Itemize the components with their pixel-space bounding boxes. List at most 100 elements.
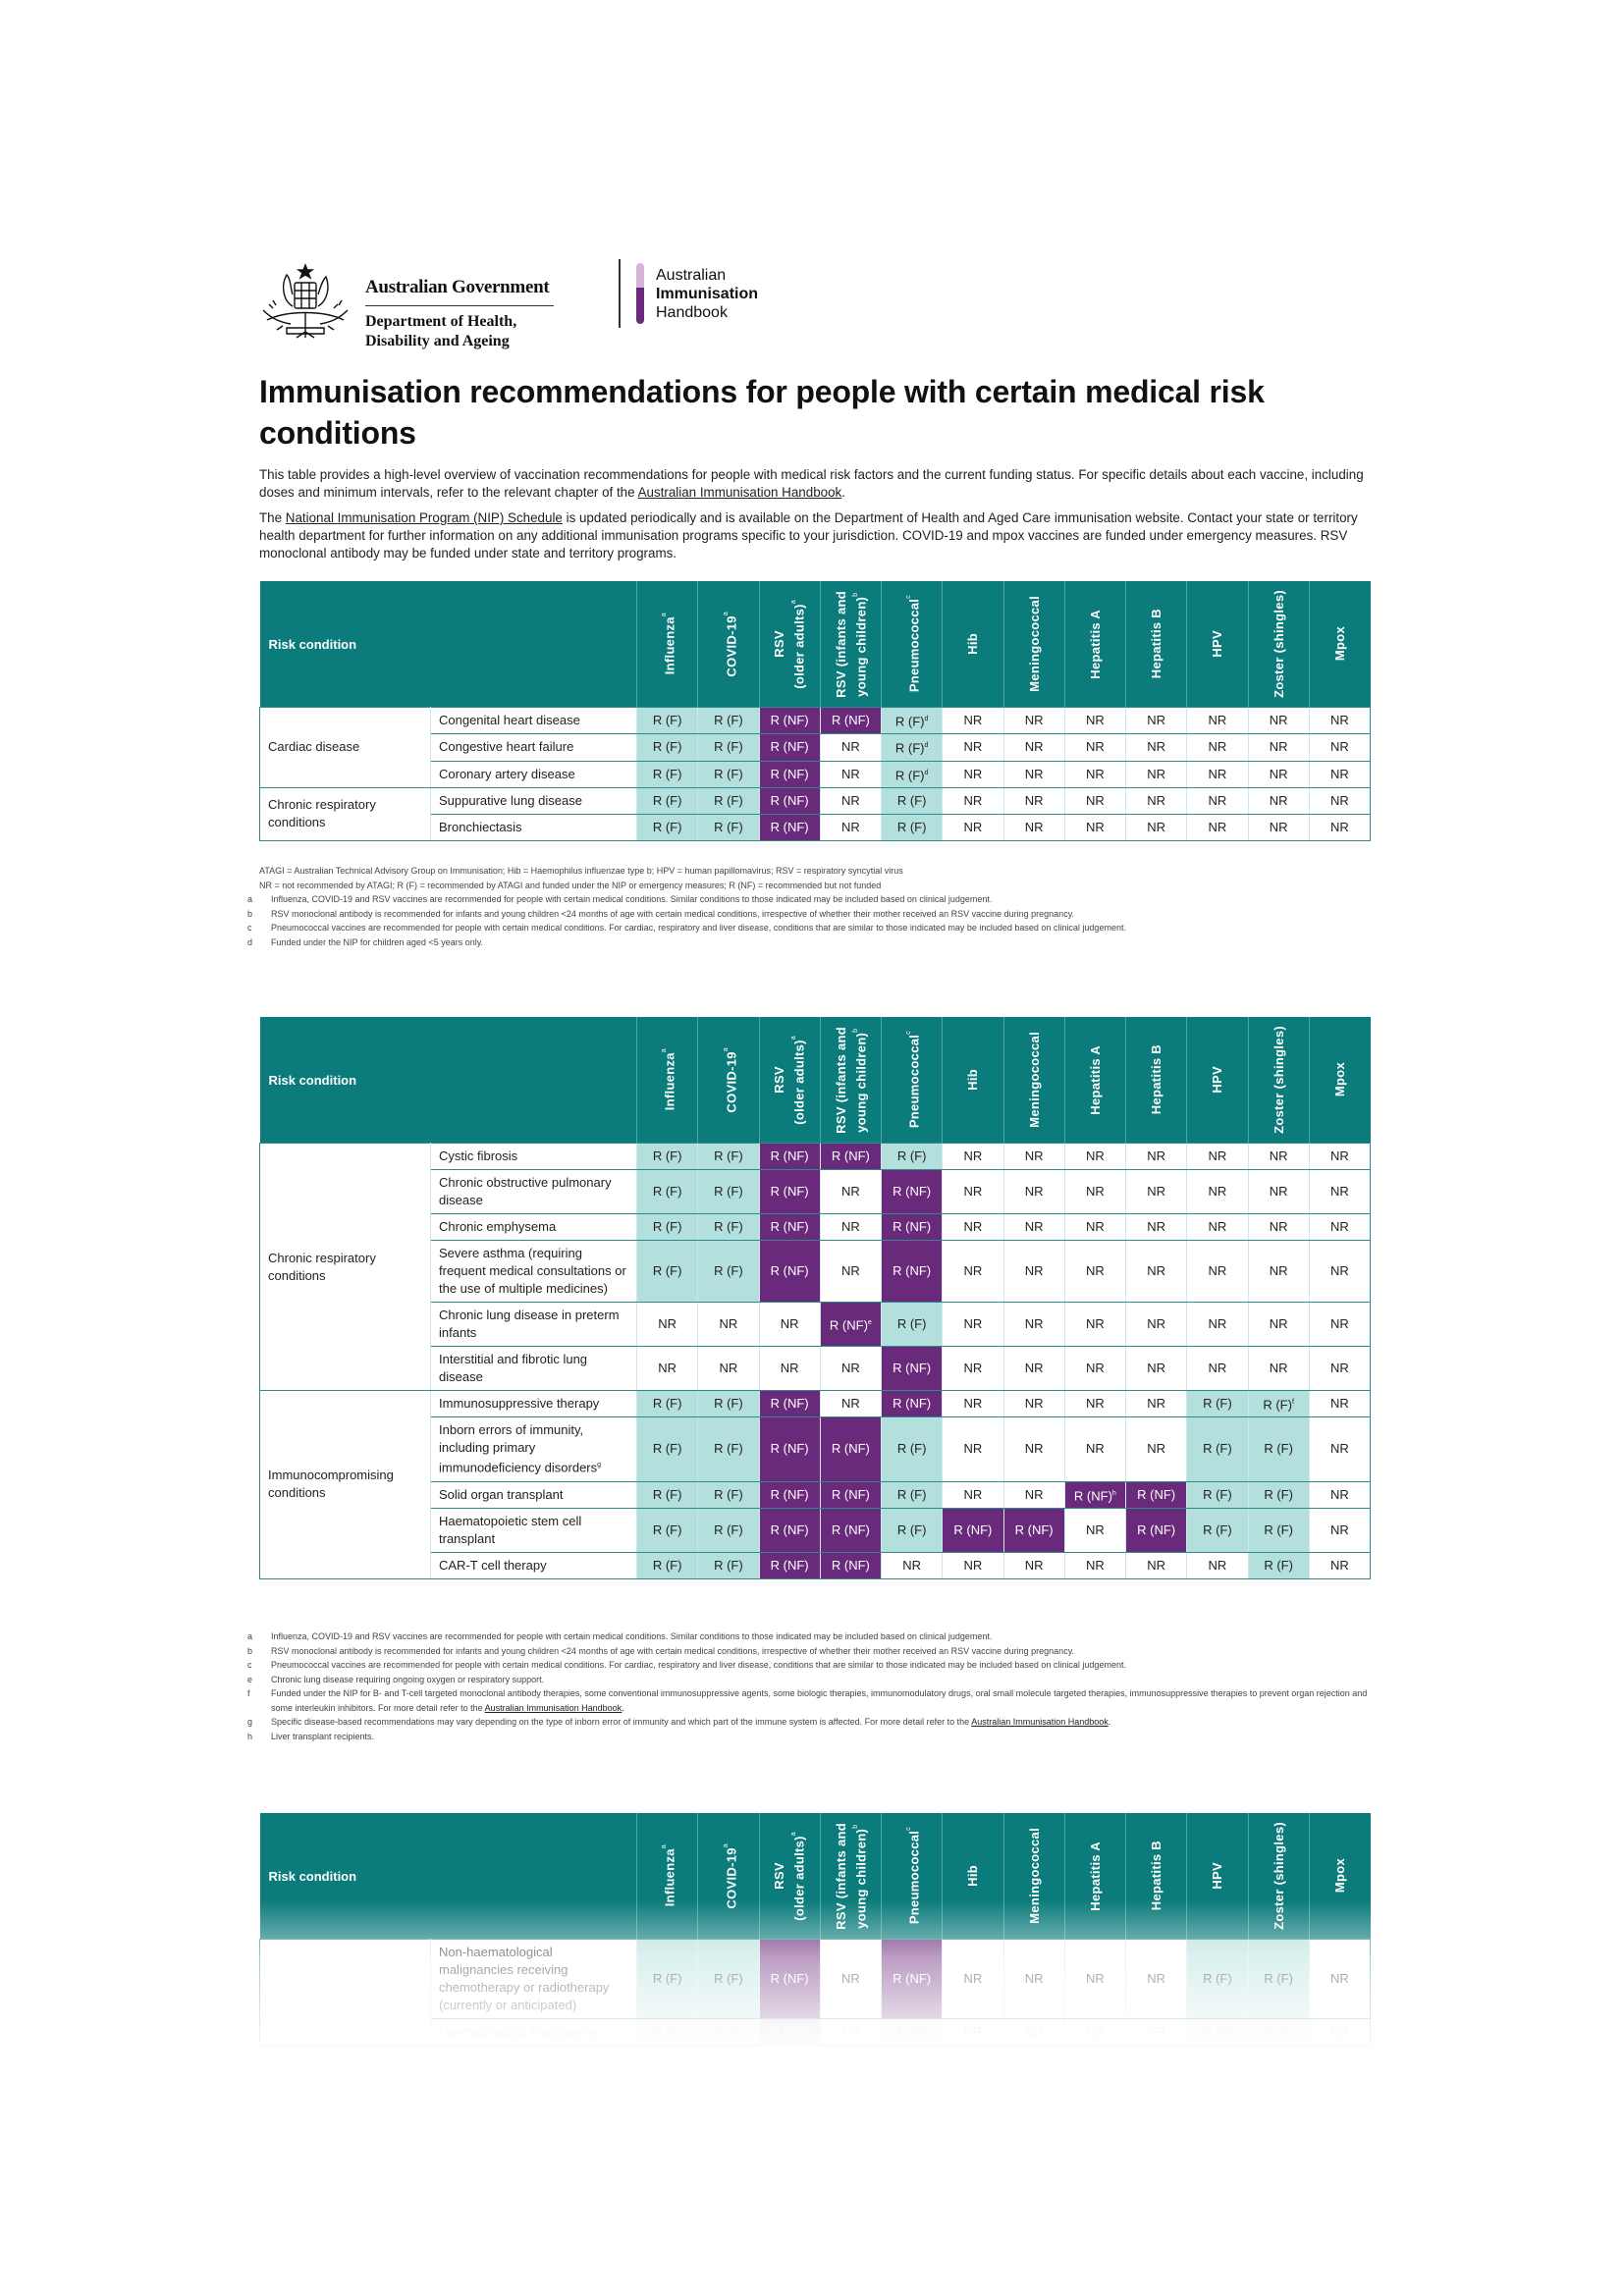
recommendation-cell: R (NF) bbox=[758, 813, 821, 841]
handbook-link[interactable]: Australian Immunisation Handbook bbox=[637, 485, 842, 500]
recommendation-cell: R (NF) bbox=[880, 1169, 944, 1214]
column-header-label: RSV (infants and young children)b bbox=[833, 1026, 869, 1134]
footnote-text: Chronic lung disease requiring ongoing o… bbox=[271, 1674, 545, 1684]
recommendation-cell: NR bbox=[819, 1240, 883, 1303]
recommendation-cell: NR bbox=[1063, 1416, 1127, 1482]
column-header-meningococcal: Meningococcal bbox=[1002, 1017, 1065, 1144]
intro-paragraph-2: The National Immunisation Program (NIP) … bbox=[259, 509, 1375, 562]
recommendation-cell: NR bbox=[942, 1302, 1004, 1347]
column-header-rsv-older-adults: RSV (older adults)a bbox=[758, 1813, 821, 1940]
recommendation-cell: NR bbox=[1002, 706, 1065, 735]
recommendation-cell: NR bbox=[942, 1480, 1004, 1509]
column-header-label: HPV bbox=[1210, 1066, 1225, 1094]
column-header-label: Influenzaa bbox=[661, 1048, 677, 1111]
risk-table-3: Risk condition Influenzaa COVID-19a RSV (old… bbox=[259, 1813, 1372, 2046]
handbook-line-2: Immunisation bbox=[656, 286, 759, 302]
recommendation-cell: R (F) bbox=[697, 1169, 760, 1214]
intro-text: This table provides a high-level overvie… bbox=[259, 467, 1364, 500]
footnote-key: h bbox=[247, 1731, 253, 1741]
recommendation-cell: R (NF) bbox=[819, 1507, 883, 1553]
footnote-c: c Pneumococcal vaccines are recommended f… bbox=[247, 1658, 1375, 1673]
recommendation-cell: NR bbox=[1002, 2018, 1065, 2046]
recommendation-cell: NR bbox=[1124, 1939, 1188, 2019]
recommendation-cell: NR bbox=[1186, 1551, 1249, 1579]
recommendation-cell: R (NF)h bbox=[1063, 1480, 1127, 1509]
column-header-hepatitis-b: Hepatitis B bbox=[1124, 1017, 1187, 1144]
recommendation-cell: R (NF) bbox=[1124, 1480, 1188, 1509]
table-row: Haematopoietic stem cell transplant R (F)… bbox=[260, 1507, 1372, 1553]
recommendation-cell: R (F) bbox=[1186, 1416, 1249, 1482]
footnote-key: g bbox=[247, 1717, 253, 1727]
risk-group-immunocompromising-conditions: Immunocompromising conditions bbox=[259, 1390, 431, 1579]
column-header-label: Hepatitis B bbox=[1149, 609, 1164, 679]
recommendation-cell: NR bbox=[1308, 2018, 1372, 2046]
footnote-text: ATAGI = Australian Technical Advisory Gr… bbox=[259, 866, 903, 876]
recommendation-cell: NR bbox=[1063, 1302, 1127, 1347]
intro-text-start: The bbox=[259, 510, 286, 525]
recommendation-cell: R (NF) bbox=[758, 1939, 821, 2019]
recommendation-cell: NR bbox=[635, 1302, 699, 1347]
condition-cell: Haematopoietic stem cell transplant bbox=[430, 1507, 637, 1553]
recommendation-cell: NR bbox=[1308, 1346, 1372, 1391]
recommendation-cell: NR bbox=[697, 1302, 760, 1347]
footnote-key: b bbox=[247, 908, 253, 919]
recommendation-cell: NR bbox=[1308, 813, 1372, 841]
recommendation-cell: NR bbox=[1308, 760, 1372, 788]
recommendation-cell: NR bbox=[1063, 1507, 1127, 1553]
recommendation-cell: NR bbox=[1002, 1240, 1065, 1303]
recommendation-cell: R (NF) bbox=[819, 1143, 883, 1170]
column-header-influenza: Influenzaa bbox=[635, 581, 698, 708]
recommendation-cell: R (NF) bbox=[758, 706, 821, 735]
handbook-link[interactable]: Australian Immunisation Handbook bbox=[971, 1717, 1109, 1727]
recommendation-cell: NR bbox=[1308, 1389, 1372, 1418]
footnote-text: NR = not recommended by ATAGI; R (F) = r… bbox=[259, 880, 882, 890]
column-header-label: HPV bbox=[1210, 630, 1225, 658]
column-header-rsv-infants-and-young-children: RSV (infants and young children)b bbox=[819, 1017, 882, 1144]
footnote-text: Liver transplant recipients. bbox=[271, 1731, 375, 1741]
recommendation-cell: NR bbox=[1124, 1143, 1188, 1170]
recommendation-cell: R (NF) bbox=[880, 1389, 944, 1418]
column-header-mpox: Mpox bbox=[1308, 581, 1371, 708]
recommendation-cell: R (F) bbox=[635, 813, 699, 841]
table-row: Solid organ transplant R (F) R (F) R (NF) R … bbox=[260, 1480, 1372, 1509]
recommendation-cell: R (F) bbox=[635, 1389, 699, 1418]
condition-cell: Chronic obstructive pulmonary disease bbox=[430, 1169, 637, 1214]
coat-of-arms-icon bbox=[262, 263, 349, 339]
table-row: Severe asthma (requiring frequent medica… bbox=[260, 1240, 1372, 1303]
recommendation-cell: NR bbox=[1308, 733, 1372, 762]
recommendation-cell: NR bbox=[819, 1389, 883, 1418]
recommendation-cell: R (F) bbox=[880, 1143, 944, 1170]
recommendation-cell: R (F) bbox=[1186, 1507, 1249, 1553]
column-header-label: Meningococcal bbox=[1026, 1032, 1042, 1128]
footnotes-2: a Influenza, COVID-19 and RSV vaccines ar… bbox=[247, 1629, 1375, 1743]
recommendation-cell: NR bbox=[1247, 813, 1310, 841]
table-row: Non-haematological malignancies receivin… bbox=[259, 1939, 1372, 2046]
recommendation-cell: NR bbox=[1308, 1213, 1372, 1241]
column-header-meningococcal: Meningococcal bbox=[1002, 581, 1065, 708]
column-header-label: HPV bbox=[1210, 1862, 1225, 1890]
recommendation-cell: R (F) bbox=[880, 1507, 944, 1553]
recommendation-cell: NR bbox=[1002, 1551, 1065, 1579]
recommendation-cell: NR bbox=[1063, 1169, 1127, 1214]
table-row: Interstitial and fibrotic lung disease NR… bbox=[260, 1346, 1372, 1391]
column-header-label: Zoster (shingles) bbox=[1271, 590, 1286, 698]
recommendation-cell: NR bbox=[1308, 1551, 1372, 1579]
footnote-key: a bbox=[247, 1631, 253, 1641]
recommendation-cell: R (F) bbox=[697, 1389, 760, 1418]
handbook-link[interactable]: Australian Immunisation Handbook bbox=[484, 1702, 623, 1713]
column-header-hepatitis-b: Hepatitis B bbox=[1124, 581, 1187, 708]
recommendation-cell: NR bbox=[1063, 706, 1127, 735]
column-header-label: Mpox bbox=[1332, 1858, 1348, 1894]
recommendation-cell: NR bbox=[1063, 813, 1127, 841]
column-header-label: Influenzaa bbox=[661, 613, 677, 675]
footnotes-1: ATAGI = Australian Technical Advisory Gr… bbox=[247, 864, 1375, 949]
nip-schedule-link[interactable]: National Immunisation Program (NIP) Sche… bbox=[285, 510, 563, 525]
recommendation-cell: R (F) bbox=[1247, 1939, 1310, 2019]
recommendation-cell: R (F) bbox=[880, 1480, 944, 1509]
footnote-key: c bbox=[247, 1660, 252, 1670]
table-row: Chronic emphysema R (F) R (F) R (NF) NR R (NF… bbox=[260, 1213, 1372, 1241]
recommendation-cell: R (F) bbox=[697, 1939, 760, 2019]
recommendation-cell: NR bbox=[1308, 1416, 1372, 1482]
recommendation-cell: NR bbox=[1063, 1143, 1127, 1170]
recommendation-cell: NR bbox=[1186, 1302, 1249, 1347]
